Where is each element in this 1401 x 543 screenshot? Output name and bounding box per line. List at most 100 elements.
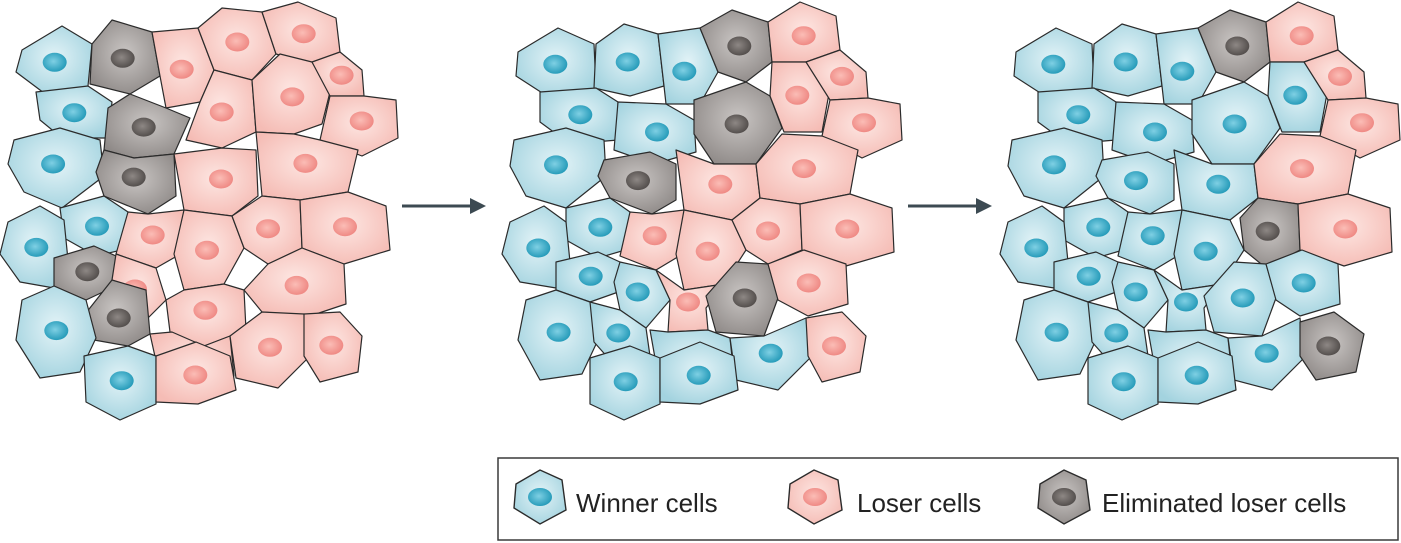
eliminated-loser-cell [1197,9,1271,83]
loser-cell-nucleus [258,337,282,357]
winner-cell [1191,81,1281,165]
winner-cell [999,205,1069,289]
winner-cell [1013,27,1095,99]
loser-cell [805,49,869,101]
loser-cell-nucleus [225,32,250,52]
winner-cell-nucleus [544,155,568,175]
winner-cell-nucleus [568,105,593,125]
winner-cell [1063,197,1131,259]
loser-cell [755,133,859,205]
legend-eliminated-label: Eliminated loser cells [1102,488,1346,518]
loser-cell-nucleus [169,59,194,79]
eliminated-loser-cell-nucleus [1316,336,1341,356]
winner-cell [517,289,599,381]
legend: Winner cells Loser cells Eliminated lose… [497,457,1399,541]
winner-cell-nucleus [42,52,67,72]
loser-cell-nucleus [1290,159,1314,179]
winner-cell [1015,289,1097,381]
eliminated-loser-cell [699,9,773,83]
loser-cell [805,311,867,383]
legend-eliminated-swatch [1037,469,1091,525]
loser-cell-nucleus [792,159,816,179]
winner-cell-nucleus [578,266,603,286]
winner-cell [1053,251,1123,303]
loser-cell [251,53,331,135]
loser-cell [303,311,363,383]
loser-cell [1297,193,1393,267]
winner-cell-nucleus [1066,105,1091,125]
winner-cell-nucleus [1254,343,1279,363]
loser-cell-nucleus [796,273,821,293]
winner-cell-nucleus [62,103,87,123]
winner-cell [1153,269,1223,333]
loser-cell [319,95,399,157]
eliminated-loser-cell [1299,311,1365,381]
eliminated-loser-cell-nucleus [106,308,131,328]
loser-cell-nucleus [349,111,374,131]
loser-cell [155,341,237,405]
loser-cell-nucleus [195,240,219,260]
eliminated-loser-cell-nucleus [724,114,749,134]
loser-cell [799,193,895,267]
eliminated-loser-cell [1239,197,1301,269]
winner-cell [613,101,697,165]
winner-cell-nucleus [1193,241,1218,261]
loser-cell-nucleus [284,275,309,295]
tissue-panel-initial [0,1,399,421]
legend-box [497,457,1399,541]
winner-cell-nucleus [1111,372,1136,392]
winner-cell-nucleus [109,371,134,391]
arrow-1 [402,198,486,214]
winner-cell [659,341,739,405]
winner-cell [15,25,93,97]
loser-cell-nucleus [293,153,318,173]
legend-loser-swatch [787,469,843,525]
winner-cell-nucleus [686,365,711,385]
winner-cell [35,85,113,139]
winner-cell [1117,209,1185,271]
winner-cell-nucleus [24,237,49,257]
eliminated-loser-cell-nucleus [110,48,135,68]
winner-cell-nucleus [1140,226,1165,246]
loser-cell-nucleus [209,169,233,189]
winner-cell-nucleus [44,321,69,341]
eliminated-loser-cell [89,19,161,95]
winner-cell-nucleus [41,154,66,174]
loser-cell [197,7,277,81]
loser-cell-nucleus [830,66,854,86]
winner-cell [1007,127,1105,209]
loser-cell [229,311,311,389]
loser-cell [767,1,841,63]
loser-cell [173,209,245,291]
eliminated-loser-cell [95,149,177,215]
eliminated-loser-cell-nucleus [1225,36,1250,56]
loser-cell [173,147,259,217]
loser-cell [619,209,687,271]
winner-cell-nucleus [645,122,669,142]
winner-cell-nucleus [546,322,571,342]
winner-cell-nucleus [1086,217,1111,237]
loser-cell-nucleus [822,336,846,356]
loser-cell-nucleus [256,219,280,239]
loser-cell-nucleus [756,221,780,241]
winner-cell [1091,23,1163,97]
tissue-panel-intermediate [501,1,903,421]
winner-cell-nucleus [588,217,613,237]
loser-cell-nucleus [1333,219,1358,239]
winner-cell-nucleus [1123,282,1148,302]
winner-cell-nucleus [615,52,640,72]
winner-cell-nucleus [1222,114,1247,134]
loser-cell [1265,1,1339,63]
loser-cell-nucleus [852,113,876,133]
winner-cell-nucleus [606,323,631,343]
loser-cell-nucleus [193,300,218,320]
winner-cell [1267,61,1329,133]
winner-cell-nucleus [1230,288,1255,308]
loser-cell [311,51,365,97]
winner-cell [589,301,651,361]
loser-cell [731,197,803,265]
loser-cell [767,249,849,317]
loser-cell-nucleus [319,335,344,355]
winner-cell-nucleus [625,282,650,302]
loser-cell-nucleus [785,85,810,105]
